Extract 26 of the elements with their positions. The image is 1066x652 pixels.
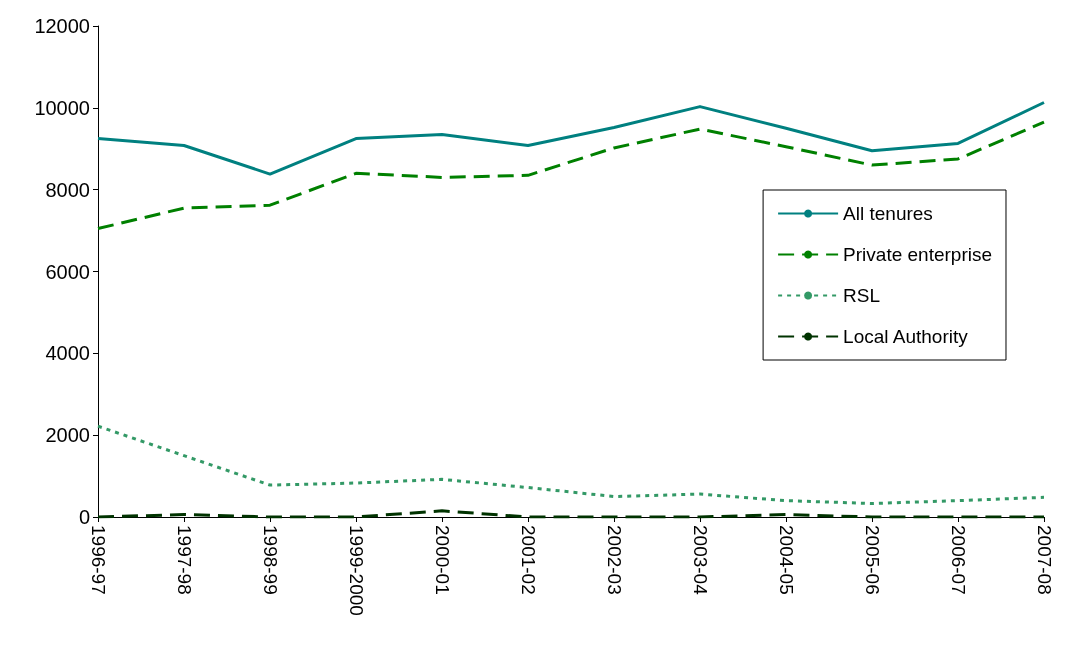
y-tick-label: 8000: [45, 178, 90, 201]
legend-label: RSL: [843, 285, 881, 306]
y-tick-label: 6000: [45, 260, 90, 283]
x-tick-label: 2006-07: [947, 525, 969, 595]
x-tick-label: 1998-99: [259, 525, 281, 595]
x-tick-label: 2004-05: [775, 525, 797, 595]
line-series: [96, 101, 1046, 176]
line-series: [96, 424, 1046, 505]
x-tick-label: 2000-01: [431, 525, 453, 595]
x-tick-label: 2001-02: [517, 525, 539, 595]
x-tick-label: 1996-97: [87, 525, 109, 595]
y-tick-label: 0: [78, 506, 90, 528]
legend-label: Private enterprise: [843, 244, 992, 265]
x-tick-label: 2005-06: [861, 525, 883, 595]
legend-label: All tenures: [843, 203, 933, 224]
x-tick-label: 1999-2000: [345, 525, 367, 616]
legend-label: Local Authority: [843, 326, 969, 347]
y-tick-label: 4000: [45, 342, 90, 365]
y-tick-label: 10000: [34, 96, 90, 119]
line-series: [96, 120, 1046, 231]
x-tick-label: 2002-03: [603, 525, 625, 595]
y-tick-label: 12000: [34, 15, 90, 37]
x-tick-label: 1997-98: [173, 525, 195, 595]
x-tick-label: 2003-04: [689, 525, 711, 596]
y-tick-label: 2000: [45, 424, 90, 447]
x-tick-label: 2007-08: [1033, 525, 1055, 595]
